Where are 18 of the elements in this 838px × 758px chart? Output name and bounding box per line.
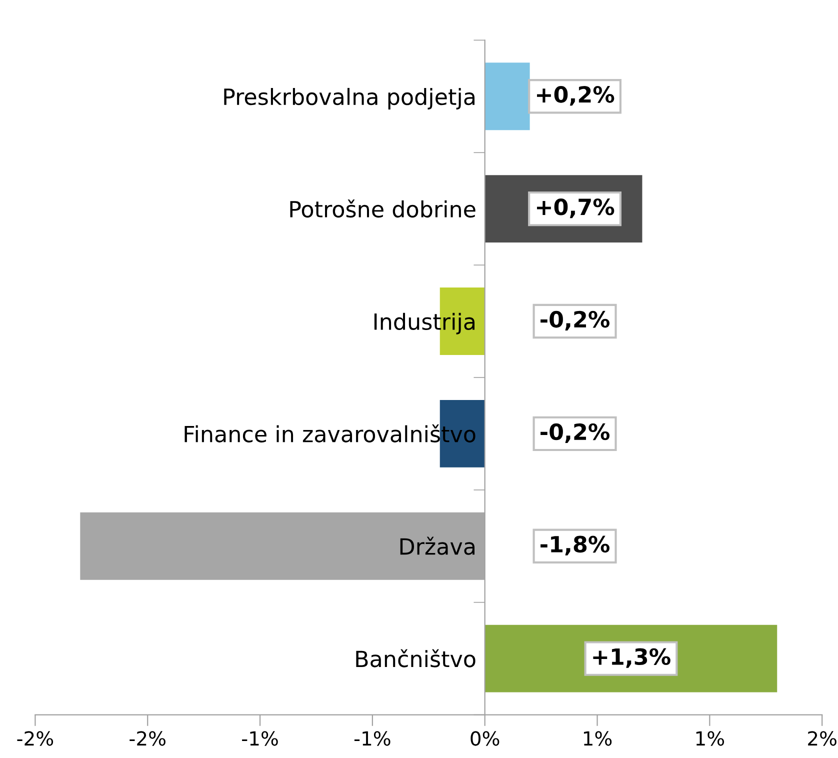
data-label: -0,2% xyxy=(540,310,610,331)
x-tick-label: -1% xyxy=(242,731,278,746)
x-tick-label: -2% xyxy=(130,731,166,746)
y-tick-label: Potrošne dobrine xyxy=(290,199,476,218)
x-tick-label: 1% xyxy=(584,731,612,746)
x-tick-label: 2% xyxy=(808,731,836,746)
y-tick-label: Bančništvo xyxy=(356,649,476,668)
y-tick-label: Preskrbovalna podjetja xyxy=(224,88,474,110)
data-label: -0,2% xyxy=(540,423,610,443)
data-label: +1,3% xyxy=(593,648,670,668)
y-tick-label: Država xyxy=(400,536,474,555)
data-label: +0,7% xyxy=(537,198,614,218)
data-label: -1,8% xyxy=(540,536,610,556)
x-tick-label: 1% xyxy=(696,731,724,746)
x-tick-label: -2% xyxy=(17,731,54,746)
x-tick-label: 0% xyxy=(470,731,500,746)
x-tick-label: -1% xyxy=(354,731,390,746)
data-label: +0,2% xyxy=(537,86,614,106)
